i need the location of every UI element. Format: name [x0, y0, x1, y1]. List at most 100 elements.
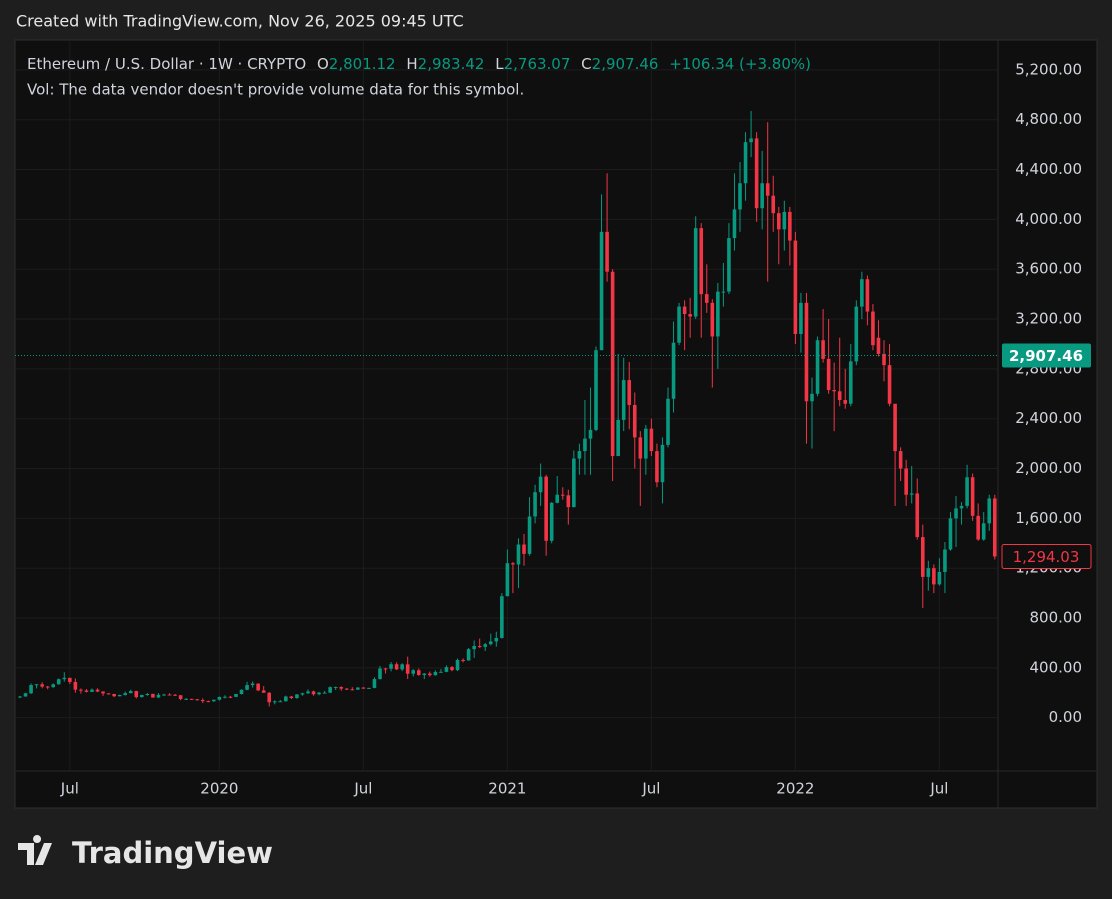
candle-body — [500, 596, 504, 638]
candle-body — [217, 697, 222, 700]
candle-body — [655, 451, 659, 483]
candle-body — [200, 699, 205, 702]
candle-body — [472, 646, 476, 650]
y-tick-label: 2,000.00 — [1015, 459, 1082, 477]
candle-body — [389, 664, 393, 669]
candle-body — [295, 694, 299, 698]
candle-body — [206, 701, 211, 703]
candle-body — [588, 429, 593, 439]
candle-body — [256, 683, 260, 691]
candle-body — [422, 673, 427, 675]
banner: Created with TradingView.com, Nov 26, 20… — [16, 12, 464, 31]
candle-body — [610, 271, 615, 457]
candle-body — [560, 494, 565, 496]
logo-icon — [18, 835, 52, 865]
candle-body — [638, 437, 643, 459]
x-tick-label: Jul — [929, 780, 948, 798]
candle-body — [538, 476, 543, 493]
candle-body — [189, 698, 194, 700]
candle-body — [954, 508, 958, 519]
candle-body — [704, 294, 709, 303]
candle-body — [356, 687, 360, 690]
candle-body — [555, 494, 560, 503]
candle-body — [837, 391, 842, 401]
candle-body — [937, 571, 942, 585]
candle-body — [771, 195, 776, 214]
candle-body — [156, 694, 161, 698]
candle-body — [799, 302, 803, 334]
candle-body — [572, 458, 576, 508]
o-value: 2,801.12 — [329, 55, 396, 73]
candle-body — [666, 398, 670, 445]
candle-body — [378, 668, 382, 680]
candle-body — [882, 353, 886, 366]
candle-body — [915, 493, 920, 538]
candle-body — [483, 644, 488, 647]
y-tick-label: 4,800.00 — [1015, 110, 1082, 128]
c-value: 2,907.46 — [592, 55, 659, 73]
logo: TradingView — [18, 835, 273, 870]
candle-body — [793, 240, 798, 334]
candle-body — [234, 694, 238, 697]
candle-body — [693, 228, 698, 317]
candle-body — [178, 695, 183, 699]
candle-body — [317, 692, 321, 695]
candle-body — [788, 211, 792, 241]
candle-body — [909, 493, 914, 495]
candle-body — [970, 477, 975, 516]
candle-body — [594, 350, 598, 430]
volume-note: Vol: The data vendor doesn't provide vol… — [27, 81, 524, 99]
candle-body — [117, 695, 122, 697]
candle-body — [599, 231, 604, 351]
candle-body — [223, 696, 227, 698]
candle-body — [649, 428, 654, 452]
candle-body — [854, 306, 859, 362]
candle-body — [40, 684, 44, 687]
candle-body — [466, 649, 471, 661]
candle-body — [333, 687, 338, 689]
candle-body — [848, 361, 853, 404]
candle-body — [228, 696, 233, 698]
candle-body — [732, 209, 737, 239]
l-label: L — [495, 55, 504, 73]
candle-body — [577, 451, 582, 459]
candle-body — [34, 684, 39, 686]
grid — [15, 40, 997, 770]
logo-text: TradingView — [72, 836, 273, 870]
candle-body — [505, 563, 510, 597]
candle-body — [943, 549, 947, 572]
c-label: C — [581, 55, 591, 73]
x-tick-label: 2022 — [776, 780, 814, 798]
candle-body — [339, 687, 344, 689]
last-price-box — [1001, 543, 1092, 569]
candle-body — [101, 691, 105, 694]
candle-body — [245, 685, 249, 690]
candle-body — [289, 696, 294, 698]
candle-body — [976, 515, 980, 540]
y-tick-label: 1,600.00 — [1015, 509, 1082, 527]
candle-body — [51, 684, 56, 688]
y-tick-label: 4,400.00 — [1015, 160, 1082, 178]
candle-body — [544, 476, 548, 541]
candle-body — [112, 694, 116, 697]
candle-body — [738, 183, 742, 210]
candle-body — [677, 306, 681, 343]
candle-body — [632, 405, 637, 438]
candle-body — [433, 671, 438, 676]
candle-body — [29, 685, 33, 694]
candle-body — [749, 138, 753, 143]
symbol: Ethereum / U.S. Dollar · 1W · CRYPTO — [27, 55, 306, 73]
candle-body — [843, 400, 848, 404]
candle-body — [710, 302, 715, 337]
candle-body — [328, 687, 332, 693]
candle-body — [644, 428, 648, 459]
candle-body — [932, 568, 936, 585]
candle-body — [151, 693, 155, 698]
candle-body — [106, 693, 111, 695]
candle-body — [627, 380, 632, 405]
candle-body — [306, 691, 310, 694]
candle-body — [372, 679, 377, 688]
candle-body — [461, 660, 465, 662]
candle-body — [616, 419, 620, 457]
candle-body — [488, 641, 493, 645]
